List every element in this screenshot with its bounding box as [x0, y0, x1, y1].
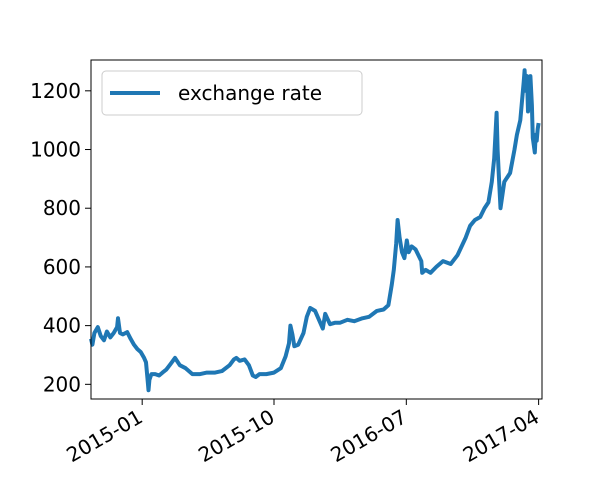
x-tick-label: 2015-10 — [194, 405, 278, 468]
axes-frame — [90, 59, 543, 400]
series-layer — [89, 68, 541, 393]
series-line-exchange-rate — [89, 68, 541, 393]
y-tick-label: 1200 — [30, 79, 81, 103]
y-axis: 200 400 600 800 1000 1200 — [30, 79, 91, 396]
legend-box — [101, 70, 363, 116]
x-axis: 2015-01 2015-10 2016-07 2017-04 — [62, 399, 543, 467]
y-tick-label: 400 — [43, 314, 81, 338]
legend-label: exchange rate — [178, 81, 322, 105]
y-tick-label: 200 — [43, 372, 81, 396]
legend: exchange rate — [101, 70, 363, 116]
y-tick-label: 600 — [43, 255, 81, 279]
x-tick-label: 2017-04 — [459, 405, 543, 468]
y-tick-label: 800 — [43, 196, 81, 220]
x-tick-label: 2015-01 — [62, 405, 146, 468]
y-tick-label: 1000 — [30, 138, 81, 162]
x-tick-label: 2016-07 — [326, 405, 410, 468]
